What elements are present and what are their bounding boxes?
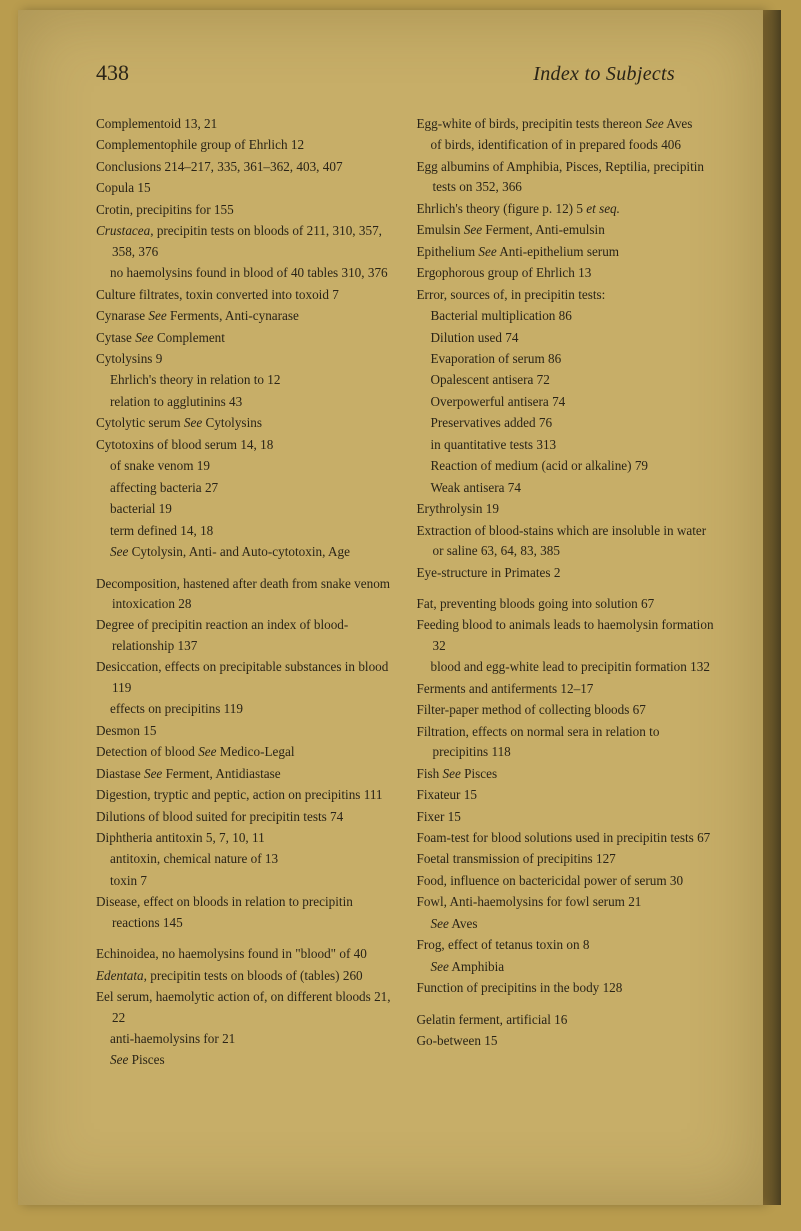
index-columns: Complementoid 13, 21Complementophile gro… xyxy=(96,114,715,1072)
index-entry: Erythrolysin 19 xyxy=(417,499,716,519)
index-entry: Error, sources of, in precipitin tests: xyxy=(417,285,716,305)
index-subentry: no haemolysins found in blood of 40 tabl… xyxy=(96,263,395,283)
index-entry: Fish See Pisces xyxy=(417,764,716,784)
index-subentry: antitoxin, chemical nature of 13 xyxy=(96,849,395,869)
index-subentry: anti-haemolysins for 21 xyxy=(96,1029,395,1049)
index-entry: Diphtheria antitoxin 5, 7, 10, 11 xyxy=(96,828,395,848)
index-subentry: of snake venom 19 xyxy=(96,456,395,476)
index-entry: Fat, preventing bloods going into soluti… xyxy=(417,594,716,614)
index-entry: Crustacea, precipitin tests on bloods of… xyxy=(96,221,395,262)
right-column: Egg-white of birds, precipitin tests the… xyxy=(417,114,716,1072)
running-title: Index to Subjects xyxy=(533,63,675,86)
index-entry: Digestion, tryptic and peptic, action on… xyxy=(96,785,395,805)
index-subentry: Bacterial multiplication 86 xyxy=(417,306,716,326)
index-entry: Feeding blood to animals leads to haemol… xyxy=(417,615,716,656)
index-entry: Dilutions of blood suited for precipitin… xyxy=(96,807,395,827)
index-entry: Cytolytic serum See Cytolysins xyxy=(96,413,395,433)
index-subentry: in quantitative tests 313 xyxy=(417,435,716,455)
index-subentry: bacterial 19 xyxy=(96,499,395,519)
index-subentry: Preservatives added 76 xyxy=(417,413,716,433)
index-entry: Copula 15 xyxy=(96,178,395,198)
index-entry: Egg albumins of Amphibia, Pisces, Reptil… xyxy=(417,157,716,198)
index-subentry: See Pisces xyxy=(96,1050,395,1070)
index-subentry: Opalescent antisera 72 xyxy=(417,370,716,390)
index-entry: Food, influence on bactericidal power of… xyxy=(417,871,716,891)
index-entry: Edentata, precipitin tests on bloods of … xyxy=(96,966,395,986)
index-entry: Foetal transmission of precipitins 127 xyxy=(417,849,716,869)
index-entry: Ergophorous group of Ehrlich 13 xyxy=(417,263,716,283)
index-entry: Emulsin See Ferment, Anti-emulsin xyxy=(417,220,716,240)
index-entry: Echinoidea, no haemolysins found in "blo… xyxy=(96,944,395,964)
book-page: 438 Index to Subjects Complementoid 13, … xyxy=(18,10,763,1205)
index-subentry: term defined 14, 18 xyxy=(96,521,395,541)
index-entry: Go-between 15 xyxy=(417,1031,716,1051)
index-entry: Ehrlich's theory (figure p. 12) 5 et seq… xyxy=(417,199,716,219)
index-entry: Complementoid 13, 21 xyxy=(96,114,395,134)
index-subentry: See Cytolysin, Anti- and Auto-cytotoxin,… xyxy=(96,542,395,562)
index-entry: Complementophile group of Ehrlich 12 xyxy=(96,135,395,155)
index-entry: Eye-structure in Primates 2 xyxy=(417,563,716,583)
index-entry: Detection of blood See Medico-Legal xyxy=(96,742,395,762)
index-entry: Cytotoxins of blood serum 14, 18 xyxy=(96,435,395,455)
index-subentry: Evaporation of serum 86 xyxy=(417,349,716,369)
index-entry: Filter-paper method of collecting bloods… xyxy=(417,700,716,720)
index-subentry: Weak antisera 74 xyxy=(417,478,716,498)
index-entry: Eel serum, haemolytic action of, on diff… xyxy=(96,987,395,1028)
index-entry: Gelatin ferment, artificial 16 xyxy=(417,1010,716,1030)
index-entry: Culture filtrates, toxin converted into … xyxy=(96,285,395,305)
index-subentry: of birds, identification of in prepared … xyxy=(417,135,716,155)
entry-gap xyxy=(96,934,395,944)
index-entry: Frog, effect of tetanus toxin on 8 xyxy=(417,935,716,955)
page-number: 438 xyxy=(96,60,129,86)
index-entry: Fixer 15 xyxy=(417,807,716,827)
index-subentry: effects on precipitins 119 xyxy=(96,699,395,719)
index-entry: Decomposition, hastened after death from… xyxy=(96,574,395,615)
index-entry: Desmon 15 xyxy=(96,721,395,741)
entry-gap xyxy=(417,1000,716,1010)
index-subentry: Overpowerful antisera 74 xyxy=(417,392,716,412)
index-subentry: blood and egg-white lead to precipitin f… xyxy=(417,657,716,677)
index-entry: Cytase See Complement xyxy=(96,328,395,348)
index-subentry: affecting bacteria 27 xyxy=(96,478,395,498)
index-subentry: See Aves xyxy=(417,914,716,934)
index-entry: Egg-white of birds, precipitin tests the… xyxy=(417,114,716,134)
index-subentry: toxin 7 xyxy=(96,871,395,891)
index-entry: Crotin, precipitins for 155 xyxy=(96,200,395,220)
index-subentry: Dilution used 74 xyxy=(417,328,716,348)
entry-gap xyxy=(96,564,395,574)
index-entry: Cytolysins 9 xyxy=(96,349,395,369)
index-subentry: relation to agglutinins 43 xyxy=(96,392,395,412)
index-entry: Cynarase See Ferments, Anti-cynarase xyxy=(96,306,395,326)
index-entry: Foam-test for blood solutions used in pr… xyxy=(417,828,716,848)
index-entry: Extraction of blood-stains which are ins… xyxy=(417,521,716,562)
index-subentry: Ehrlich's theory in relation to 12 xyxy=(96,370,395,390)
index-entry: Diastase See Ferment, Antidiastase xyxy=(96,764,395,784)
left-column: Complementoid 13, 21Complementophile gro… xyxy=(96,114,395,1072)
index-entry: Ferments and antiferments 12–17 xyxy=(417,679,716,699)
index-subentry: See Amphibia xyxy=(417,957,716,977)
index-entry: Disease, effect on bloods in relation to… xyxy=(96,892,395,933)
index-entry: Desiccation, effects on precipitable sub… xyxy=(96,657,395,698)
index-entry: Degree of precipitin reaction an index o… xyxy=(96,615,395,656)
index-entry: Fowl, Anti-haemolysins for fowl serum 21 xyxy=(417,892,716,912)
index-subentry: Reaction of medium (acid or alkaline) 79 xyxy=(417,456,716,476)
index-entry: Filtration, effects on normal sera in re… xyxy=(417,722,716,763)
index-entry: Fixateur 15 xyxy=(417,785,716,805)
page-header: 438 Index to Subjects xyxy=(96,60,715,86)
entry-gap xyxy=(417,584,716,594)
index-entry: Function of precipitins in the body 128 xyxy=(417,978,716,998)
index-entry: Conclusions 214–217, 335, 361–362, 403, … xyxy=(96,157,395,177)
index-entry: Epithelium See Anti-epithelium serum xyxy=(417,242,716,262)
